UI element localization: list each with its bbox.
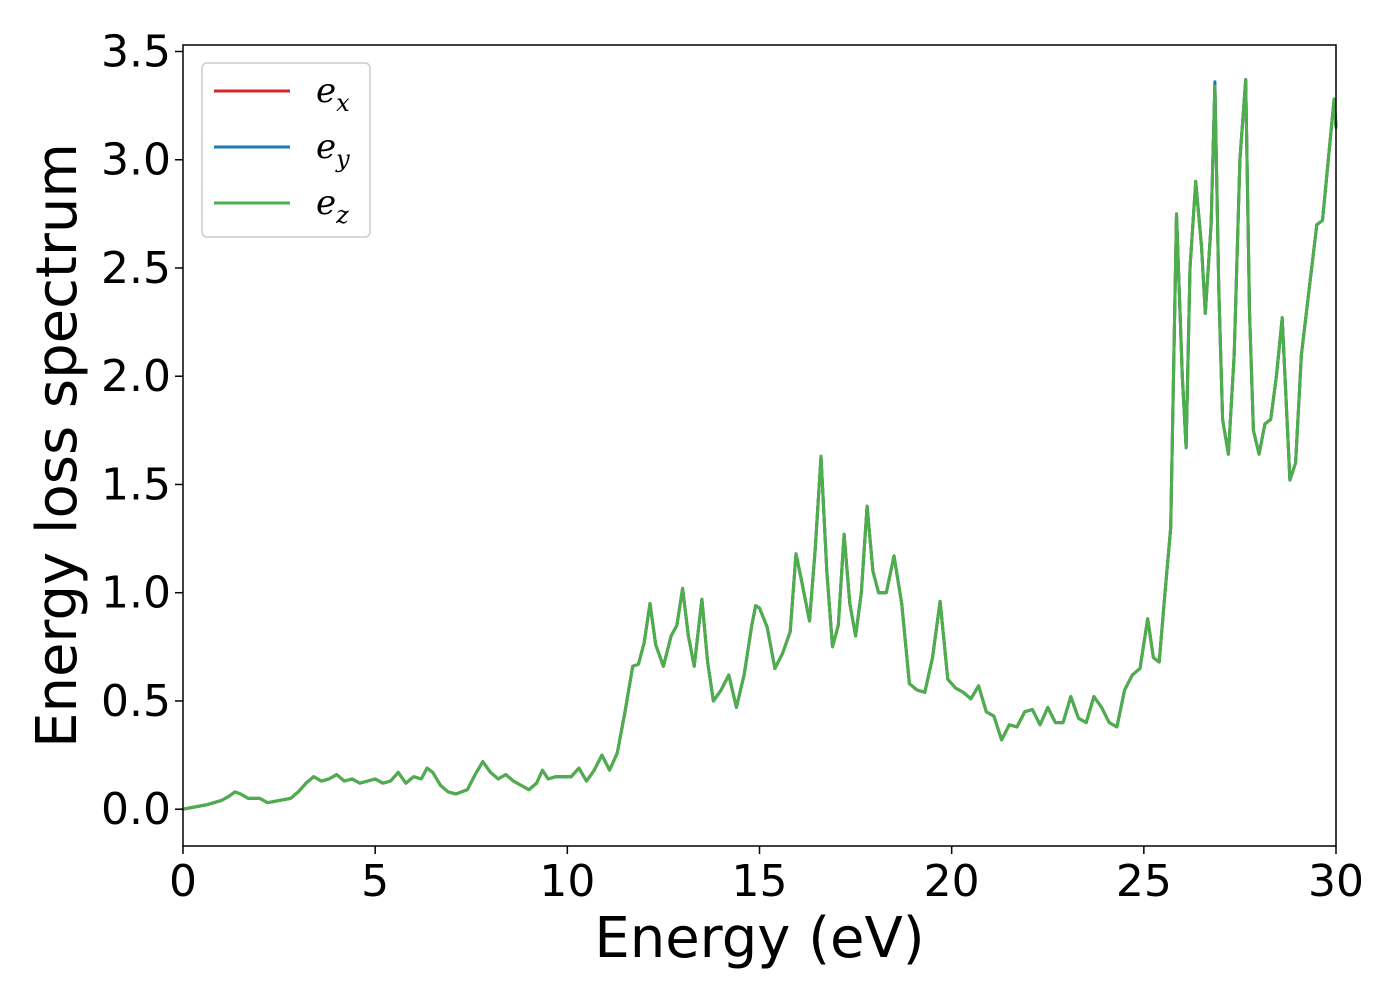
legend-box	[201, 62, 371, 238]
y-axis-title: Energy loss spectrum	[25, 143, 90, 748]
plot-area	[183, 45, 1336, 846]
x-tick-label: 10	[539, 856, 595, 907]
y-tick-label: 2.5	[101, 243, 171, 294]
y-tick-label: 2.0	[101, 351, 171, 402]
x-axis: 0 5 10 15 20 25 30	[169, 846, 1364, 907]
x-tick-label: 30	[1308, 856, 1364, 907]
y-tick-label: 0.5	[101, 676, 171, 727]
y-tick-label: 3.0	[101, 135, 171, 186]
y-tick-label: 3.5	[101, 26, 171, 77]
x-axis-title: Energy (eV)	[594, 906, 924, 971]
x-tick-label: 15	[732, 856, 788, 907]
x-tick-label: 5	[361, 856, 389, 907]
y-axis: 0.0 0.5 1.0 1.5 2.0 2.5 3.0 3.5	[101, 26, 183, 835]
legend-label-y: ey	[316, 127, 350, 173]
legend-label-x: ex	[316, 71, 350, 117]
x-tick-label: 25	[1116, 856, 1172, 907]
x-tick-label: 0	[169, 856, 197, 907]
series-line-e-z	[181, 78, 1338, 811]
y-tick-label: 1.5	[101, 459, 171, 510]
y-tick-label: 1.0	[101, 568, 171, 619]
legend-label-z: ez	[316, 183, 349, 229]
x-tick-label: 20	[924, 856, 980, 907]
y-tick-label: 0.0	[101, 784, 171, 835]
legend: ex ey ez	[201, 62, 371, 238]
series-layer	[181, 78, 1338, 811]
